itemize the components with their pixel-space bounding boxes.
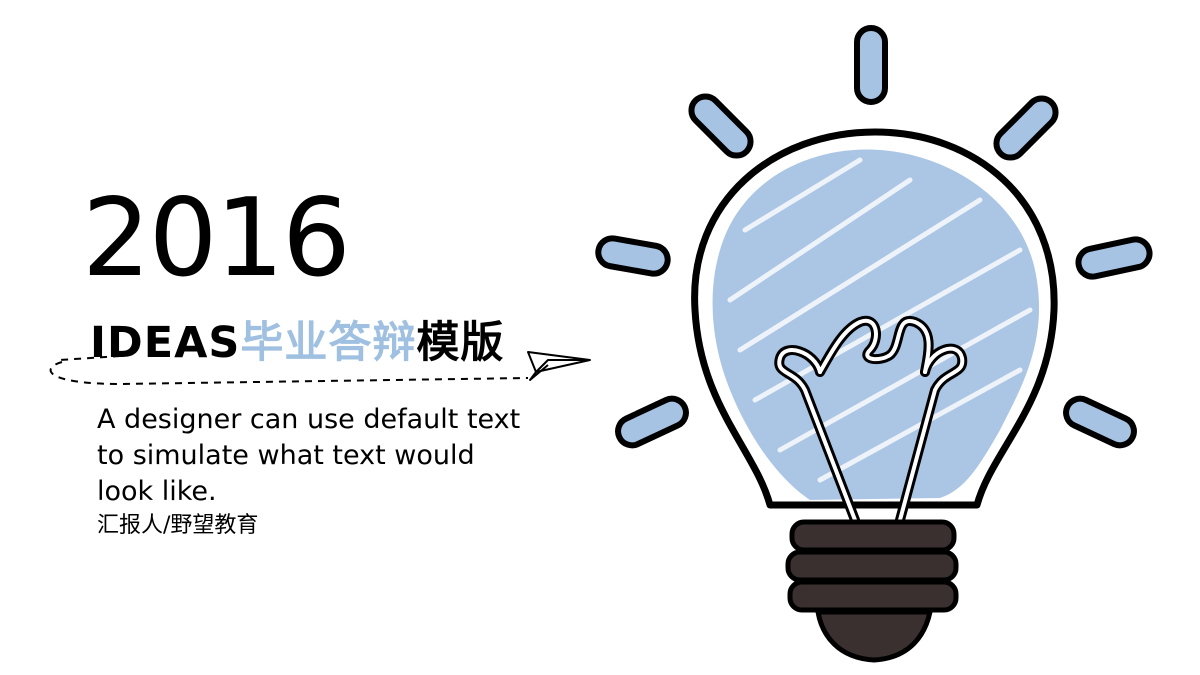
description-text: A designer can use default text to simul… <box>97 404 521 507</box>
year-heading: 2016 <box>82 176 351 301</box>
title-suffix: 模版 <box>416 318 505 368</box>
title-highlight: 毕业答辩 <box>240 318 417 368</box>
title-prefix: IDEAS <box>90 318 241 368</box>
reporter-label: 汇报人/野望教育 <box>97 513 259 538</box>
slide-title: IDEAS毕业答辩模版 <box>90 314 530 372</box>
lightbulb-icon <box>595 25 1153 663</box>
bulb-base <box>785 519 959 663</box>
paper-plane-icon <box>527 351 591 381</box>
light-rays <box>595 25 1153 449</box>
